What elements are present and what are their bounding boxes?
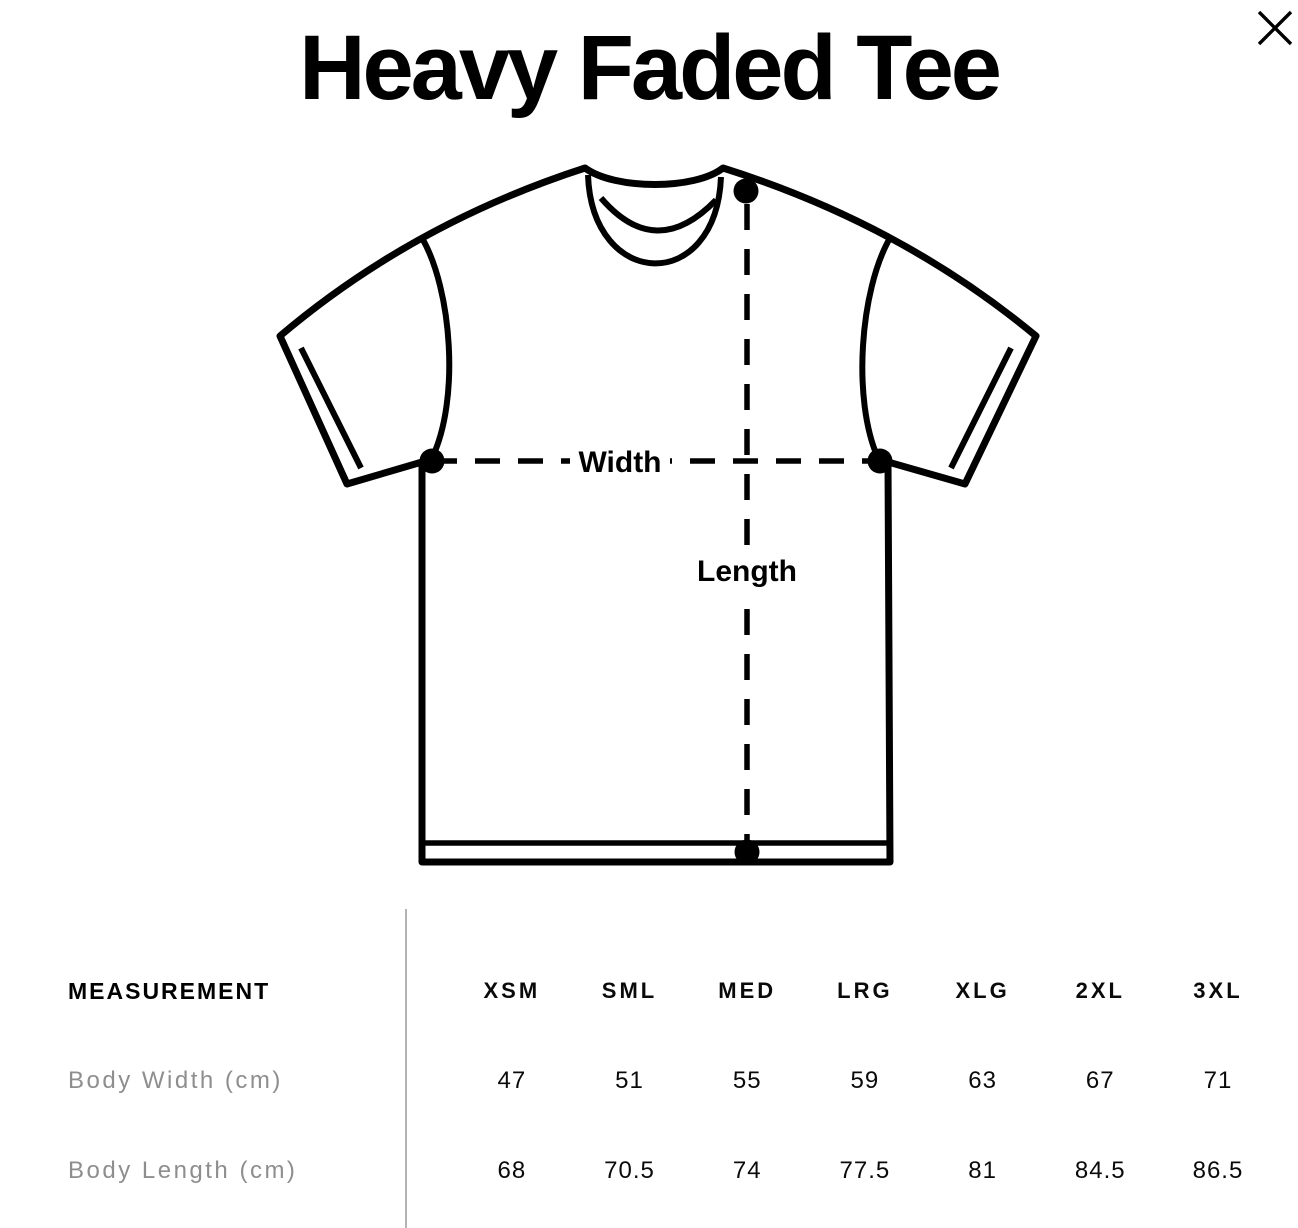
right-armhole-seam: [859, 236, 893, 460]
col-header-xsm: XSM: [483, 978, 541, 1003]
col-header-2xl: 2XL: [1075, 978, 1125, 1003]
width-label-backplate: [570, 439, 670, 483]
col-header-lrg: LRG: [837, 978, 893, 1003]
length-bottom-dot: [734, 839, 760, 865]
body-length-3xl: 86.5: [1192, 1157, 1244, 1184]
tshirt-outline: [276, 164, 1040, 866]
page-title: Heavy Faded Tee: [299, 17, 1002, 119]
col-header-xlg: XLG: [955, 978, 1010, 1003]
row-label-body-width: Body Width (cm): [68, 1067, 283, 1094]
body-length-lrg: 77.5: [839, 1157, 891, 1184]
width-right-dot: [867, 448, 893, 474]
length-label: Length: [697, 555, 797, 588]
length-label-backplate: [693, 548, 801, 592]
width-left-dot: [419, 448, 445, 474]
table-divider: [405, 909, 407, 1228]
measurement-header: MEASUREMENT: [68, 977, 271, 1004]
table-row-body-length: Body Length (cm) 68 70.5 74 77.5 81 84.5…: [0, 1126, 1298, 1216]
collar-band: [585, 174, 724, 267]
table-header-row: MEASUREMENT XSM SML MED LRG XLG 2XL 3XL: [0, 946, 1298, 1036]
body-width-xlg: 63: [968, 1067, 997, 1094]
width-label: Width: [578, 446, 661, 479]
body-length-sml: 70.5: [604, 1157, 655, 1184]
table-row-body-width: Body Width (cm) 47 51 55 59 63 67 71: [0, 1036, 1298, 1126]
left-cuff-hem: [298, 346, 364, 470]
right-cuff-hem: [948, 346, 1014, 470]
left-armhole-seam: [419, 236, 453, 460]
body-width-lrg: 59: [850, 1067, 880, 1094]
back-neck-seam: [598, 196, 719, 234]
body-length-xsm: 68: [497, 1157, 527, 1184]
size-table: MEASUREMENT XSM SML MED LRG XLG 2XL 3XL …: [0, 908, 1298, 1228]
body-length-2xl: 84.5: [1074, 1157, 1126, 1184]
body-width-3xl: 71: [1203, 1067, 1233, 1094]
col-header-3xl: 3XL: [1193, 978, 1243, 1003]
body-length-xlg: 81: [968, 1157, 997, 1184]
body-width-xsm: 47: [497, 1067, 527, 1094]
body-length-med: 74: [732, 1157, 762, 1184]
close-button[interactable]: [1252, 4, 1298, 50]
close-icon: [1257, 10, 1293, 46]
col-header-sml: SML: [601, 978, 658, 1003]
body-width-med: 55: [732, 1067, 762, 1094]
body-width-2xl: 67: [1085, 1067, 1115, 1094]
tshirt-measurement-diagram: Width Length: [276, 164, 1040, 866]
length-top-dot: [733, 178, 759, 204]
row-label-body-length: Body Length (cm): [68, 1157, 298, 1184]
col-header-med: MED: [718, 978, 777, 1003]
body-width-sml: 51: [615, 1067, 644, 1094]
